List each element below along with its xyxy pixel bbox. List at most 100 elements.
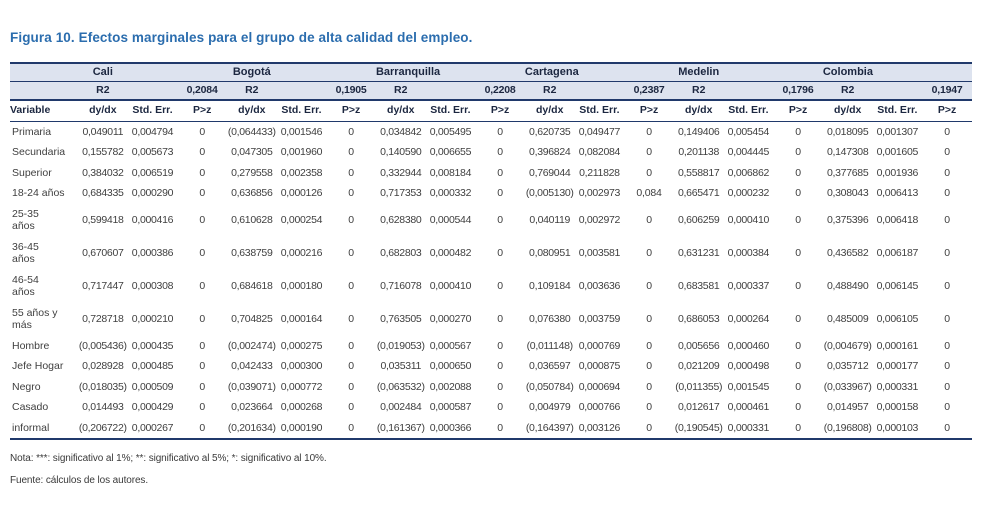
data-cell: 0,638759 [231, 246, 273, 259]
data-cell: 0 [795, 213, 801, 226]
data-cell: 0 [497, 213, 503, 226]
data-cell: 0,728718 [82, 312, 124, 325]
row-label: Primaria [12, 125, 52, 138]
data-cell: 0,000332 [429, 187, 472, 199]
column-header-dydx: dy/dx [524, 99, 575, 122]
data-cell: 0,147308 [826, 146, 869, 158]
data-cell: 0,042433 [231, 360, 273, 372]
data-cell: (0,161367) [375, 417, 426, 440]
data-cell: 0,000275 [280, 339, 323, 352]
data-cell: 0 [497, 360, 503, 372]
data-cell: 0,000384 [727, 246, 770, 259]
data-cell: 0,004445 [727, 146, 770, 158]
column-header-pz: P>z [922, 99, 972, 122]
city-header: Bogotá [226, 62, 277, 82]
city-header: Cartagena [524, 62, 579, 82]
data-cell: 0,000498 [727, 360, 770, 372]
data-cell: 0 [646, 360, 652, 372]
data-cell: 0,001545 [727, 380, 770, 393]
data-cell: 0 [497, 166, 503, 179]
data-cell: 0,035712 [826, 360, 869, 372]
city-header: Barranquilla [375, 62, 440, 82]
data-cell: 0 [199, 125, 205, 138]
data-cell: 0 [199, 380, 205, 393]
data-cell: 0,000337 [727, 279, 770, 292]
data-cell: (0,005130) [525, 187, 574, 199]
data-cell: 0,001936 [876, 166, 919, 179]
table-row: 25-35 años 0,599418 0,000416 0 0,610628 0,000… [10, 204, 972, 237]
data-cell: 0,000308 [131, 279, 174, 292]
table-row: Primaria 0,049011 0,004794 0 (0,064433) 0,001… [10, 121, 972, 142]
data-cell: 0 [497, 380, 503, 393]
data-cell: (0,004679) [823, 339, 872, 352]
data-cell: 0 [944, 401, 950, 413]
data-cell: 0,047305 [231, 146, 273, 158]
data-cell: 0 [177, 417, 227, 440]
r2-spacer [574, 81, 625, 101]
data-cell: (0,196808) [822, 417, 873, 440]
data-cell: 0,034842 [380, 125, 422, 138]
data-cell: 0,002088 [429, 380, 472, 393]
column-header-dydx: dy/dx [375, 99, 426, 122]
city-spacer [326, 62, 376, 82]
data-cell: 0,008184 [429, 166, 472, 179]
data-cell: 0,023664 [231, 401, 273, 413]
data-cell: (0,011148) [526, 339, 574, 352]
data-cell: 0,628380 [380, 213, 422, 226]
data-cell: 0 [646, 312, 652, 325]
r2-value: 0,2387 [624, 81, 674, 101]
row-label: Superior [12, 166, 52, 179]
data-cell: 0,000158 [876, 401, 919, 413]
source-note: Fuente: cálculos de los autores. [10, 475, 148, 486]
data-cell: 0,001546 [280, 125, 323, 138]
data-cell: 0,683581 [678, 279, 720, 292]
r2-label: R2 [375, 81, 426, 101]
data-cell: 0,211828 [579, 166, 620, 179]
data-cell: 0,000769 [578, 339, 621, 352]
data-cell: 0 [348, 339, 354, 352]
data-cell: 0 [646, 401, 652, 413]
data-cell: 0 [348, 125, 354, 138]
data-cell: 0 [199, 146, 205, 158]
column-header-stderr: Std. Err. [425, 99, 476, 122]
corner-cell [10, 62, 78, 82]
data-cell: 0,002484 [380, 401, 422, 413]
data-cell: 0,000766 [578, 401, 621, 413]
data-cell: (0,039071) [227, 380, 276, 393]
city-spacer [177, 62, 227, 82]
data-cell: 0,279558 [231, 166, 273, 179]
data-cell: 0 [944, 360, 950, 372]
column-header-dydx: dy/dx [822, 99, 873, 122]
row-label: 46-54 años [12, 273, 39, 299]
data-cell: 0,000429 [131, 401, 174, 413]
data-cell: 0,155782 [82, 146, 124, 158]
data-cell: 0,028928 [82, 360, 124, 372]
data-cell: 0,000270 [429, 312, 472, 325]
data-cell: 0,000694 [578, 380, 621, 393]
r2-label: R2 [524, 81, 575, 101]
data-cell: 0,003581 [578, 246, 621, 259]
data-cell: 0,021209 [678, 360, 720, 372]
data-cell: 0,558817 [678, 166, 720, 179]
column-header-stderr: Std. Err. [574, 99, 625, 122]
data-cell: 0 [944, 312, 950, 325]
city-spacer [922, 62, 972, 82]
data-cell: 0 [199, 339, 205, 352]
data-cell: (0,201634) [226, 417, 277, 440]
table-row: Superior 0,384032 0,006519 0 0,279558 0,00235… [10, 163, 972, 184]
data-cell: 0,682803 [380, 246, 422, 259]
city-spacer [872, 62, 923, 82]
city-spacer [574, 62, 625, 82]
data-cell: 0,005454 [727, 125, 770, 138]
data-cell: 0,000875 [578, 360, 621, 372]
data-cell: 0 [475, 417, 525, 440]
data-cell: 0 [944, 339, 950, 352]
r2-value: 0,2208 [475, 81, 525, 101]
data-cell: 0,769044 [529, 166, 571, 179]
data-cell: 0,636856 [231, 187, 273, 199]
data-cell: 0,040119 [529, 213, 571, 226]
data-cell: 0 [922, 417, 972, 440]
data-cell: 0,396824 [529, 146, 571, 158]
data-cell: 0 [348, 213, 354, 226]
significance-note: Nota: ***: significativo al 1%; **: sign… [10, 453, 327, 464]
